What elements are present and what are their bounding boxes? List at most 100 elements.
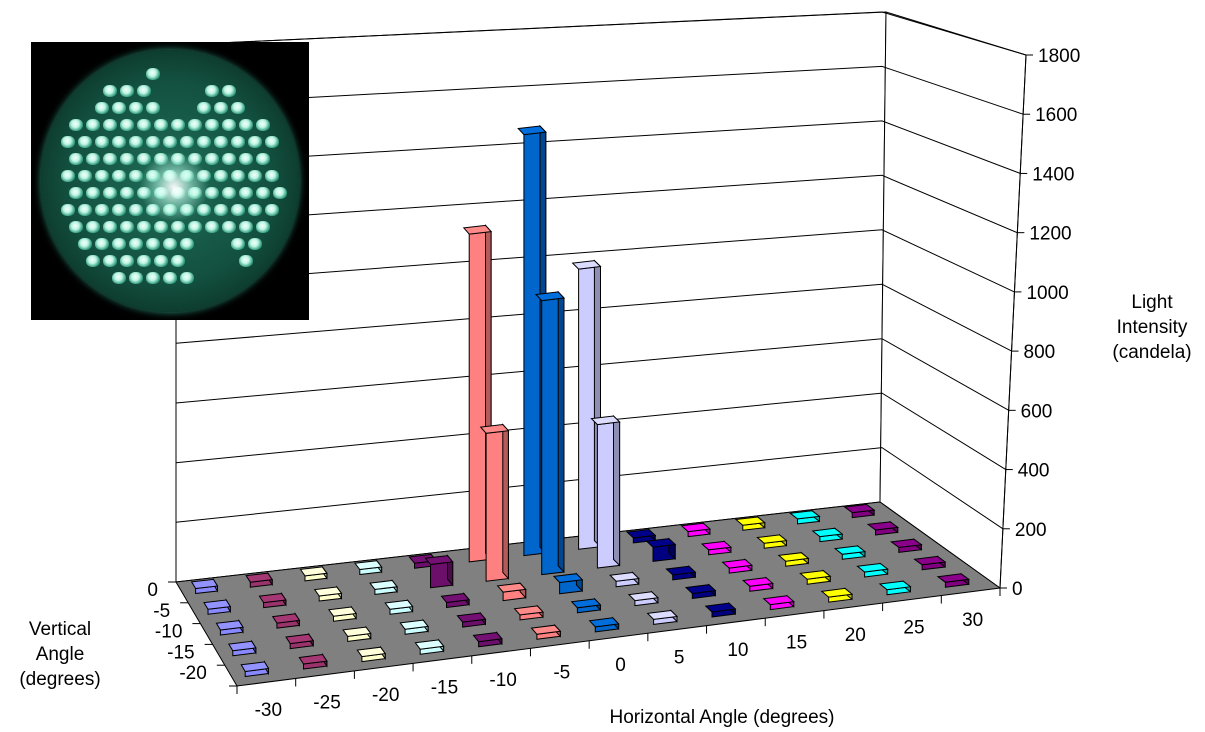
bar bbox=[936, 572, 971, 588]
bar bbox=[588, 616, 620, 633]
z-tick-label: 1400 bbox=[1032, 164, 1074, 185]
led-dot bbox=[129, 102, 143, 114]
led-dot bbox=[248, 204, 262, 216]
gridline bbox=[175, 283, 1012, 352]
led-dot bbox=[214, 136, 228, 148]
led-dot bbox=[103, 119, 117, 131]
x-tick-label: -10 bbox=[489, 670, 516, 691]
led-dot bbox=[137, 85, 151, 97]
z-tick-label: 1200 bbox=[1029, 224, 1071, 245]
led-dot bbox=[112, 238, 126, 250]
bar bbox=[299, 565, 328, 582]
led-dot bbox=[265, 170, 279, 182]
led-dot bbox=[214, 170, 228, 182]
bar bbox=[399, 618, 430, 635]
gridline bbox=[175, 120, 1021, 174]
led-dot bbox=[171, 255, 185, 267]
led-dot bbox=[188, 119, 202, 131]
bar bbox=[856, 562, 889, 578]
led-dot bbox=[248, 170, 262, 182]
z-tick-label: 1800 bbox=[1038, 46, 1080, 67]
led-dot bbox=[78, 136, 92, 148]
bar bbox=[245, 571, 274, 588]
led-dot bbox=[95, 170, 109, 182]
led-dot bbox=[129, 204, 143, 216]
x-tick-label: -5 bbox=[553, 663, 570, 684]
bar bbox=[680, 522, 712, 538]
gridline bbox=[175, 392, 1007, 471]
led-dot bbox=[239, 255, 253, 267]
bar bbox=[820, 587, 854, 603]
bar bbox=[646, 609, 679, 625]
bar bbox=[684, 583, 717, 600]
led-dot bbox=[137, 221, 151, 233]
bar bbox=[227, 639, 257, 657]
led-dot bbox=[86, 187, 100, 199]
led-dot bbox=[239, 187, 253, 199]
bar bbox=[645, 537, 677, 562]
bar bbox=[342, 625, 372, 642]
z-tick-label: 0 bbox=[1012, 579, 1023, 600]
led-dot bbox=[112, 170, 126, 182]
y-tick-label: -20 bbox=[179, 663, 206, 684]
led-dot bbox=[214, 102, 228, 114]
y-tick-label: -10 bbox=[155, 622, 182, 643]
led-dot bbox=[103, 187, 117, 199]
led-dot bbox=[146, 102, 160, 114]
led-dot bbox=[265, 136, 279, 148]
led-dot bbox=[137, 153, 151, 165]
z-tick-label: 200 bbox=[1015, 520, 1047, 541]
gridline bbox=[175, 11, 1027, 56]
led-dot bbox=[78, 170, 92, 182]
bar bbox=[721, 558, 753, 574]
bar bbox=[513, 604, 545, 621]
bar bbox=[570, 597, 602, 614]
led-dot bbox=[222, 119, 236, 131]
led-dot bbox=[61, 204, 75, 216]
led-dot bbox=[180, 238, 194, 250]
bar bbox=[240, 660, 270, 678]
led-dot bbox=[95, 204, 109, 216]
led-dot bbox=[163, 238, 177, 250]
x-tick-label: 0 bbox=[615, 655, 626, 676]
y-axis-label: Vertical Angle (degrees) bbox=[19, 619, 100, 690]
z-tick-label: 1600 bbox=[1035, 105, 1077, 126]
led-dot bbox=[205, 153, 219, 165]
led-dot bbox=[231, 170, 245, 182]
bar bbox=[811, 527, 844, 543]
led-dot bbox=[69, 187, 83, 199]
z-tick-label: 600 bbox=[1021, 401, 1053, 422]
gridline bbox=[175, 338, 1009, 411]
led-dot bbox=[129, 272, 143, 284]
led-dot bbox=[205, 221, 219, 233]
led-dot bbox=[86, 221, 100, 233]
led-signal-photo bbox=[31, 42, 309, 320]
bar bbox=[609, 571, 640, 588]
bar bbox=[665, 565, 697, 581]
led-dot bbox=[239, 221, 253, 233]
bar bbox=[627, 590, 660, 607]
led-dot bbox=[112, 102, 126, 114]
bar bbox=[479, 423, 510, 582]
led-dot bbox=[69, 153, 83, 165]
led-dot bbox=[86, 153, 100, 165]
led-dot bbox=[78, 238, 92, 250]
led-dot bbox=[95, 102, 109, 114]
bar bbox=[704, 601, 737, 618]
bar bbox=[843, 503, 876, 519]
bar bbox=[298, 652, 328, 670]
led-dot bbox=[120, 255, 134, 267]
led-dot bbox=[120, 153, 134, 165]
led-dot bbox=[171, 119, 185, 131]
y-tick-label: 0 bbox=[147, 580, 158, 601]
bar bbox=[271, 612, 301, 629]
led-dot bbox=[120, 221, 134, 233]
led-dot bbox=[146, 238, 160, 250]
z-tick-label: 400 bbox=[1018, 461, 1050, 482]
z-axis-label: Light Intensity (candela) bbox=[1112, 292, 1191, 363]
bar bbox=[369, 579, 399, 595]
led-dot bbox=[239, 153, 253, 165]
bar bbox=[258, 591, 287, 609]
z-tick-label: 1000 bbox=[1026, 283, 1068, 304]
led-dot bbox=[205, 119, 219, 131]
